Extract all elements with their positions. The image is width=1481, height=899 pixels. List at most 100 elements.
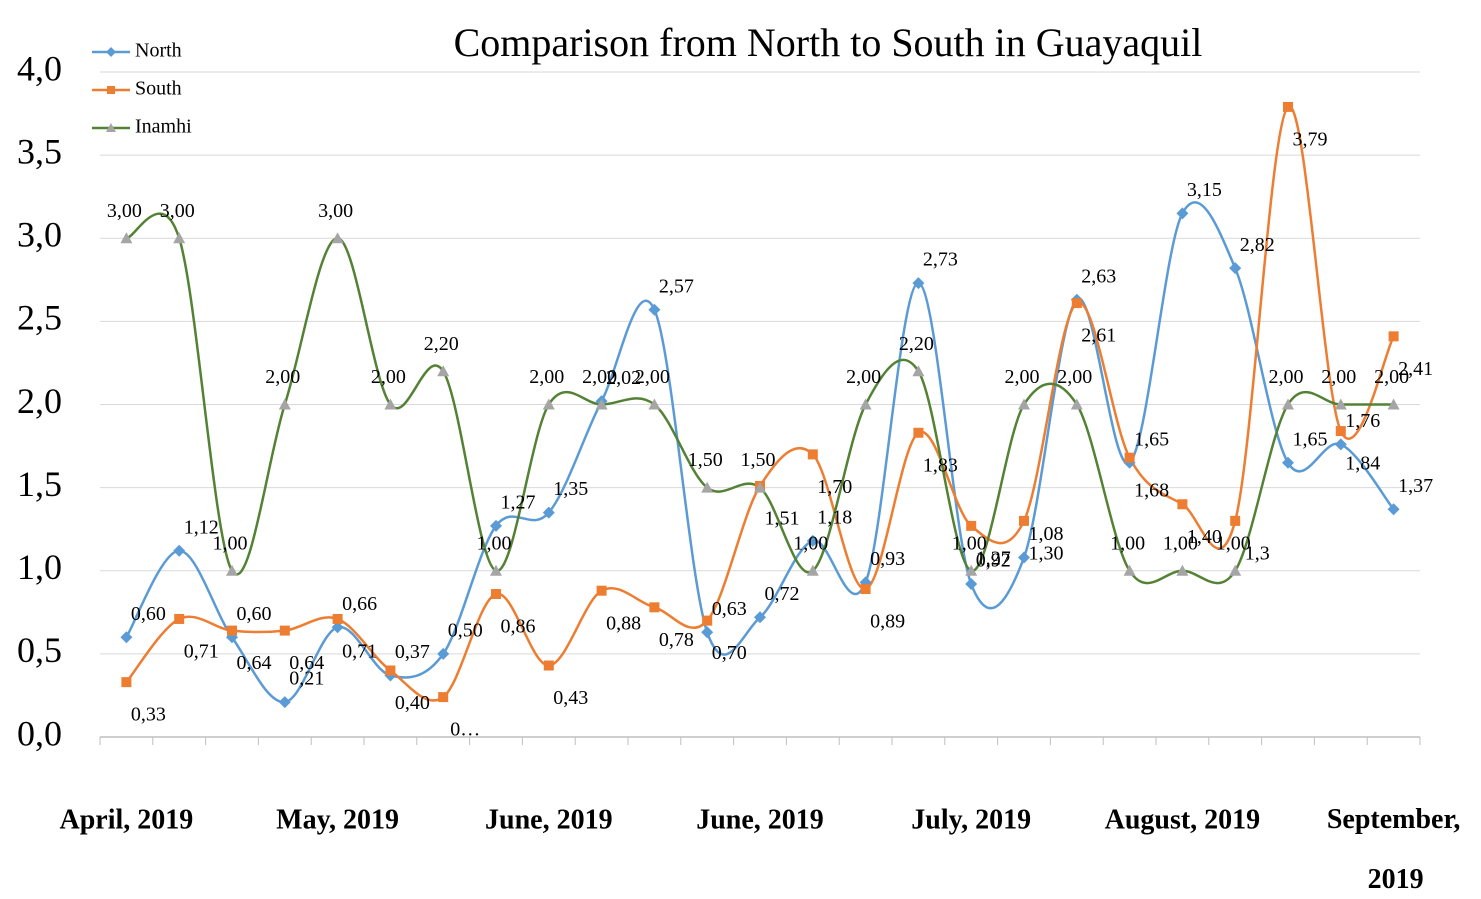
data-label: 1,35	[553, 478, 588, 500]
data-point	[490, 519, 502, 532]
data-point	[806, 534, 819, 547]
data-label: 0,66	[342, 593, 377, 615]
data-label: 0,86	[501, 616, 536, 638]
data-point	[595, 398, 608, 410]
data-point	[966, 520, 977, 531]
data-point	[912, 277, 925, 290]
data-label: 2,73	[923, 249, 958, 271]
x-tick-label-line: September,	[1327, 804, 1461, 835]
data-point	[701, 626, 714, 639]
data-point	[1282, 456, 1294, 469]
data-label: 1,00	[952, 532, 987, 554]
data-point	[1018, 551, 1030, 564]
data-label: 0,64	[289, 652, 324, 674]
data-point	[1230, 515, 1241, 526]
data-point	[1282, 398, 1294, 410]
data-label: 1,12	[184, 516, 219, 538]
data-point	[1388, 331, 1399, 342]
data-label: 0,50	[448, 619, 483, 641]
data-label: 1,00	[213, 532, 248, 554]
data-point	[278, 696, 291, 709]
data-label: 1,00	[477, 532, 512, 554]
data-point	[1387, 398, 1400, 410]
data-point	[1019, 515, 1029, 526]
data-point	[437, 647, 450, 660]
data-point	[384, 398, 397, 410]
data-point	[859, 398, 872, 410]
data-label: 0,88	[606, 612, 641, 634]
data-label: 0,21	[289, 668, 324, 690]
data-label: 0,63	[712, 598, 747, 620]
data-point	[912, 365, 925, 377]
data-label: 0,64	[237, 652, 272, 674]
data-label: 1,50	[741, 449, 776, 471]
data-label: 2,61	[1081, 325, 1116, 347]
data-label: 0,72	[765, 583, 800, 605]
data-point	[173, 232, 186, 244]
data-point	[1334, 398, 1347, 410]
data-point	[173, 544, 186, 557]
data-label: 1,18	[817, 506, 852, 528]
data-label: 0…	[450, 719, 480, 741]
data-label: 2,00	[582, 366, 617, 388]
data-point	[279, 625, 290, 636]
x-tick-label-line: 2019	[1368, 864, 1424, 895]
data-point	[437, 365, 450, 377]
data-point	[226, 564, 238, 576]
data-label: 0,60	[237, 603, 272, 625]
x-tick-label: May, 2019	[276, 804, 399, 835]
data-point	[965, 578, 978, 591]
data-label: 1,27	[976, 547, 1011, 569]
data-point	[120, 232, 133, 244]
data-label: 2,41	[1398, 358, 1433, 380]
data-point	[542, 506, 555, 519]
data-point	[1070, 398, 1083, 410]
data-label: 2,02	[606, 367, 641, 389]
data-point	[1176, 564, 1189, 576]
data-label: 1,51	[765, 508, 800, 530]
data-point	[1229, 262, 1242, 275]
data-label: 0,60	[131, 603, 166, 625]
data-point	[913, 427, 924, 438]
data-point	[1335, 426, 1346, 437]
data-label: 2,20	[424, 333, 459, 355]
data-point	[1334, 438, 1347, 451]
series-line	[125, 212, 1394, 585]
data-point	[754, 481, 766, 493]
legend-label: Inamhi	[135, 116, 192, 138]
data-label: 1,70	[817, 476, 852, 498]
legend-label: South	[135, 78, 182, 100]
data-label: 2,00	[846, 366, 881, 388]
data-point	[648, 398, 661, 410]
data-point	[543, 660, 554, 671]
data-point	[1071, 298, 1082, 309]
data-label: 1,27	[501, 491, 536, 513]
data-label: 0,70	[712, 642, 747, 664]
data-label: 1,00	[1163, 532, 1198, 554]
data-label: 2,00	[529, 366, 564, 388]
x-tick-label: September, 2019	[1327, 804, 1461, 895]
data-label: 0,71	[184, 641, 219, 663]
data-point	[542, 398, 555, 410]
data-label: 3,15	[1187, 179, 1222, 201]
data-point	[331, 621, 344, 634]
data-point	[120, 631, 133, 644]
data-label: 1,40	[1187, 526, 1222, 548]
data-label: 1,00	[1216, 532, 1251, 554]
data-point	[1177, 499, 1188, 510]
data-point	[754, 611, 766, 624]
data-label: 1,65	[1134, 428, 1169, 450]
x-tick-label: April, 2019	[60, 804, 194, 835]
y-tick-label: 0,5	[17, 630, 62, 670]
data-point	[965, 564, 978, 576]
y-tick-label: 1,0	[17, 547, 62, 587]
data-label: 1,37	[1398, 475, 1433, 497]
data-label: 2,00	[1374, 366, 1409, 388]
x-tick-label: July, 2019	[911, 804, 1031, 835]
data-label: 3,00	[160, 200, 195, 222]
data-label: 2,00	[635, 366, 670, 388]
data-label: 0,43	[553, 687, 588, 709]
chart-title: Comparison from North to South in Guayaq…	[454, 20, 1203, 65]
data-label: 2,20	[899, 333, 934, 355]
